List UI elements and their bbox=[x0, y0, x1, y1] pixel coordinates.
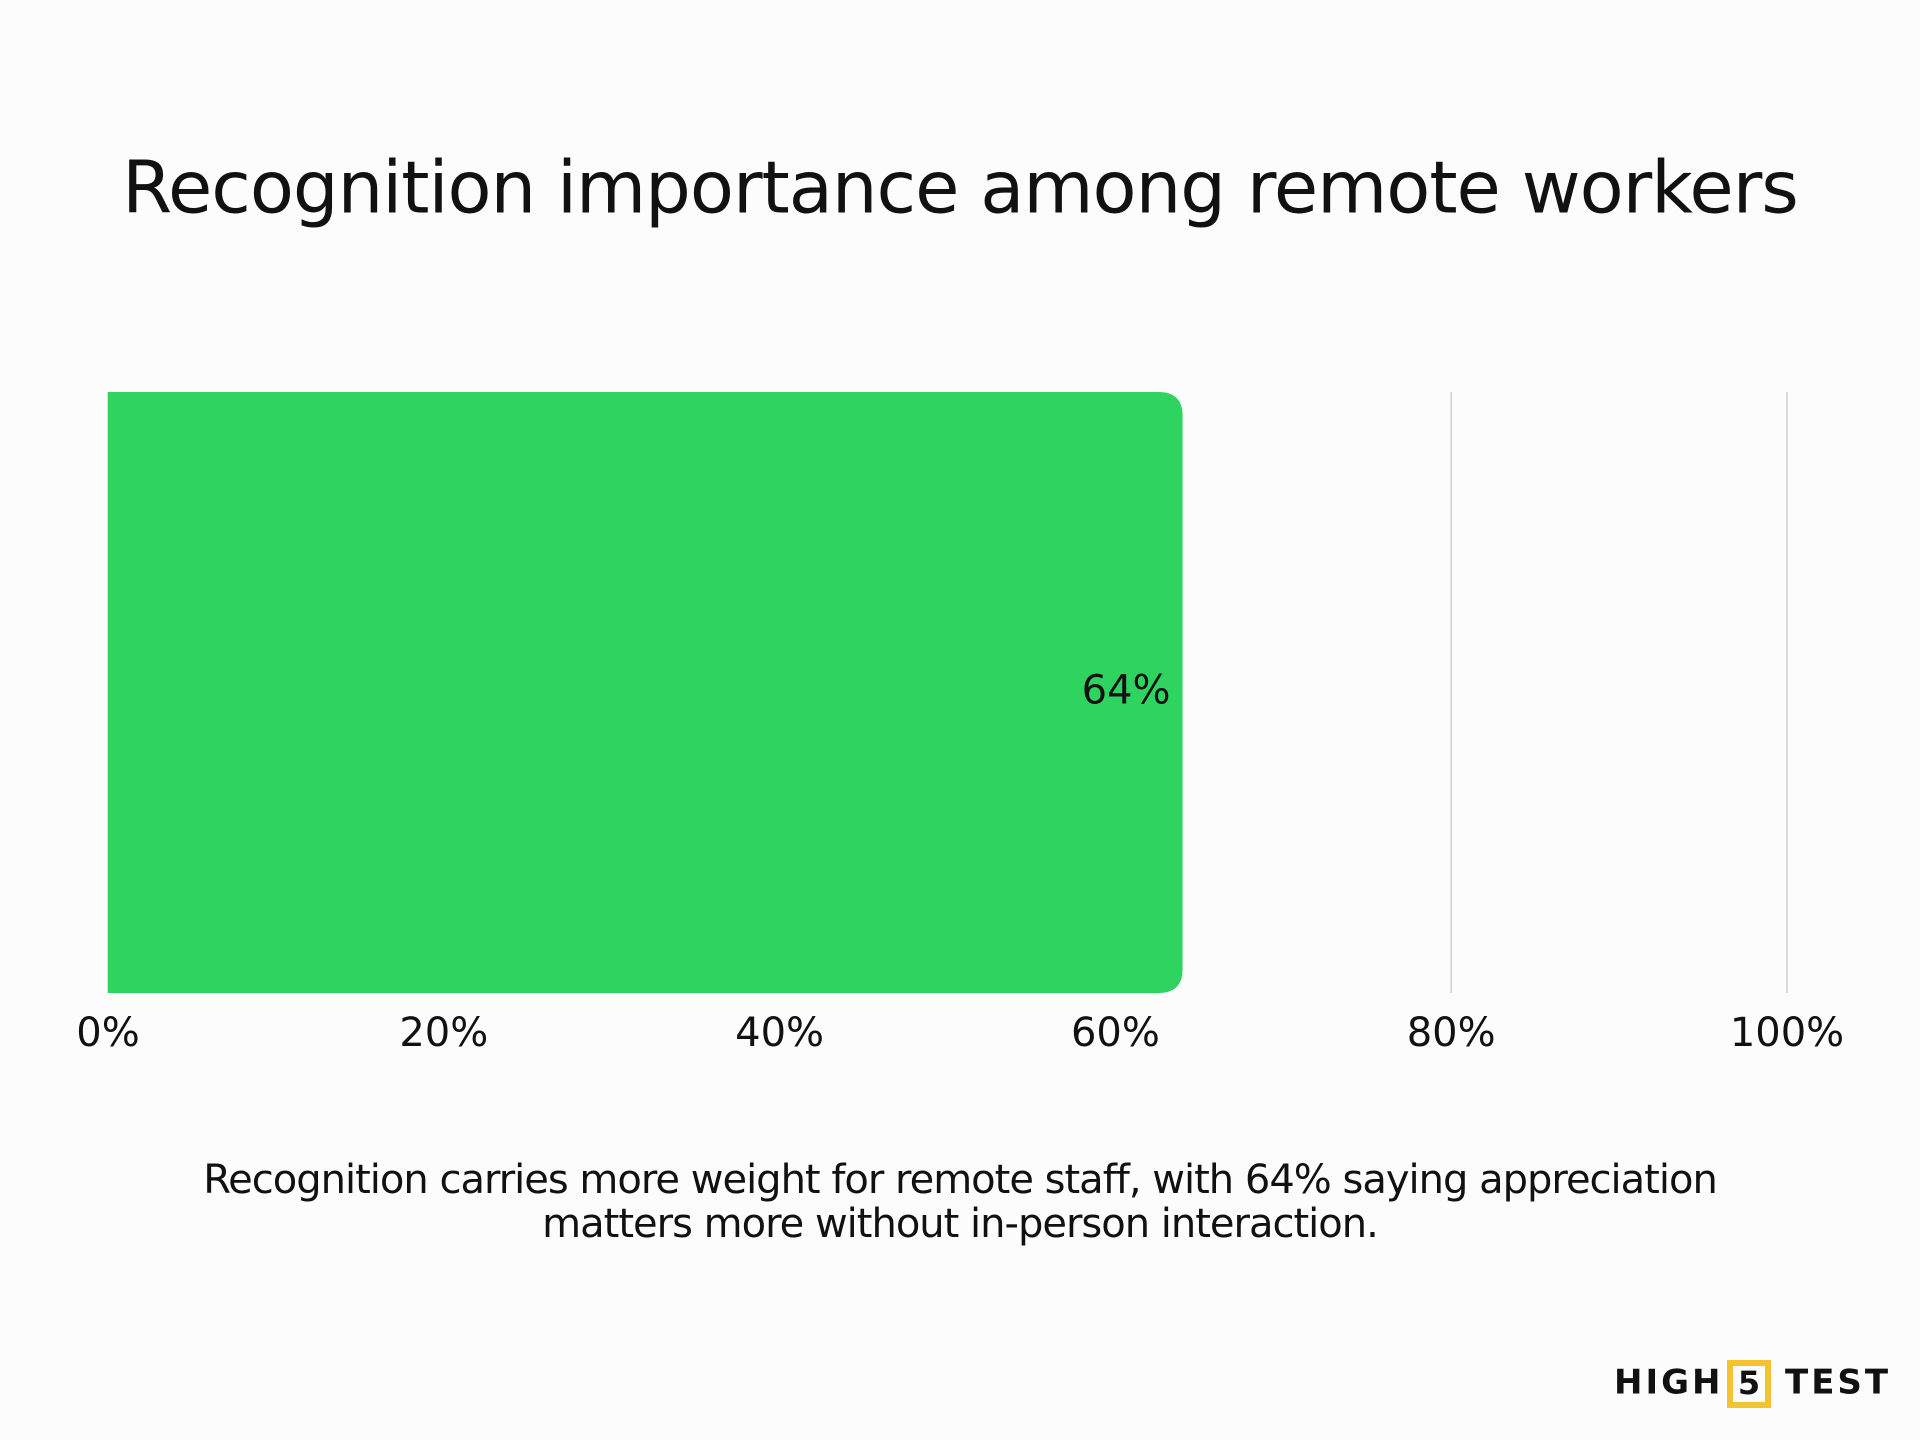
caption: Recognition carries more weight for remo… bbox=[203, 1157, 1718, 1247]
logo-text: 5 bbox=[1738, 1364, 1760, 1402]
logo-text: TEST bbox=[1785, 1363, 1891, 1403]
x-tick-label: 20% bbox=[399, 1010, 488, 1056]
logo-badge-inner bbox=[1733, 1366, 1765, 1402]
chart-title: Recognition importance among remote work… bbox=[122, 146, 1798, 230]
logo-text: HIGH bbox=[1614, 1363, 1723, 1403]
x-tick-label: 0% bbox=[76, 1010, 139, 1056]
bar bbox=[108, 392, 1183, 993]
x-tick-label: 40% bbox=[735, 1010, 824, 1056]
x-tick-label: 80% bbox=[1407, 1010, 1496, 1056]
x-tick-label: 60% bbox=[1071, 1010, 1160, 1056]
value-label: 64% bbox=[1082, 668, 1171, 714]
x-tick-label: 100% bbox=[1730, 1010, 1844, 1056]
